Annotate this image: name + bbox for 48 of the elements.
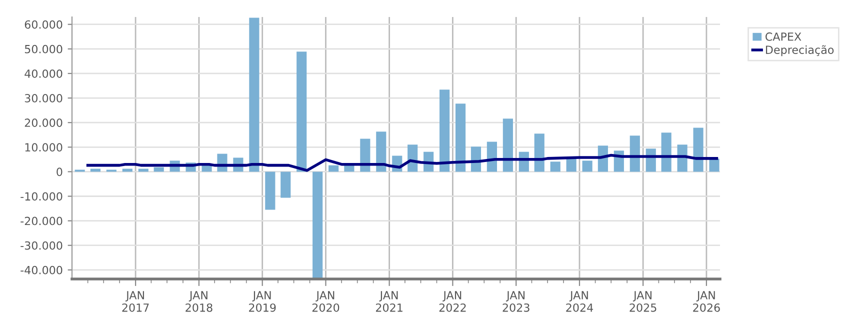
bar [360, 138, 370, 172]
x-tick-label: JAN 2026 [693, 291, 720, 312]
y-tick-label: -30.000 [20, 241, 62, 250]
y-tick-label: 40.000 [24, 69, 62, 78]
y-tick-label: -10.000 [20, 192, 62, 201]
bar [328, 165, 339, 172]
bar [661, 132, 672, 172]
bar [296, 52, 307, 172]
x-tick-label: JAN 2023 [502, 291, 530, 312]
x-tick-label: JAN 2025 [630, 291, 656, 312]
x-tick-label: JAN 2022 [439, 291, 466, 312]
legend-label: Depreciação [766, 45, 834, 56]
bar [122, 168, 132, 172]
x-tick-label: JAN 2021 [376, 291, 402, 312]
bar [376, 132, 386, 172]
y-tick-label: 10.000 [25, 143, 62, 152]
bar [486, 142, 497, 172]
bar [630, 136, 640, 172]
y-tick-label: 50.000 [24, 44, 62, 54]
bar [280, 172, 291, 198]
bar [138, 168, 148, 172]
bar [265, 172, 276, 210]
y-tick-label: 0 [56, 168, 62, 176]
y-tick-label: 30.000 [24, 94, 62, 102]
bar [502, 118, 513, 172]
bar [550, 162, 560, 172]
bar [582, 160, 592, 172]
y-tick-label: 20.000 [24, 118, 62, 127]
x-tick-label: JAN 2020 [312, 291, 340, 312]
bar [693, 128, 704, 172]
bar [455, 104, 466, 172]
bar [566, 158, 576, 172]
x-tick-label: JAN 2019 [249, 291, 276, 312]
bar [440, 90, 450, 172]
y-tick-label: 60.000 [24, 20, 62, 29]
bar [154, 167, 164, 172]
bar [90, 168, 100, 172]
bar [249, 18, 260, 172]
bar [534, 134, 544, 172]
bar [709, 158, 720, 172]
line-series [86, 154, 718, 172]
y-tick-label: -20.000 [20, 216, 62, 226]
bar [312, 172, 323, 279]
x-tick-label: JAN 2018 [186, 291, 212, 312]
y-tick-label: -40.000 [20, 266, 62, 274]
legend-label: CAPEX [766, 32, 802, 41]
x-tick-label: JAN 2024 [566, 291, 594, 312]
x-tick-label: JAN 2017 [122, 291, 149, 312]
